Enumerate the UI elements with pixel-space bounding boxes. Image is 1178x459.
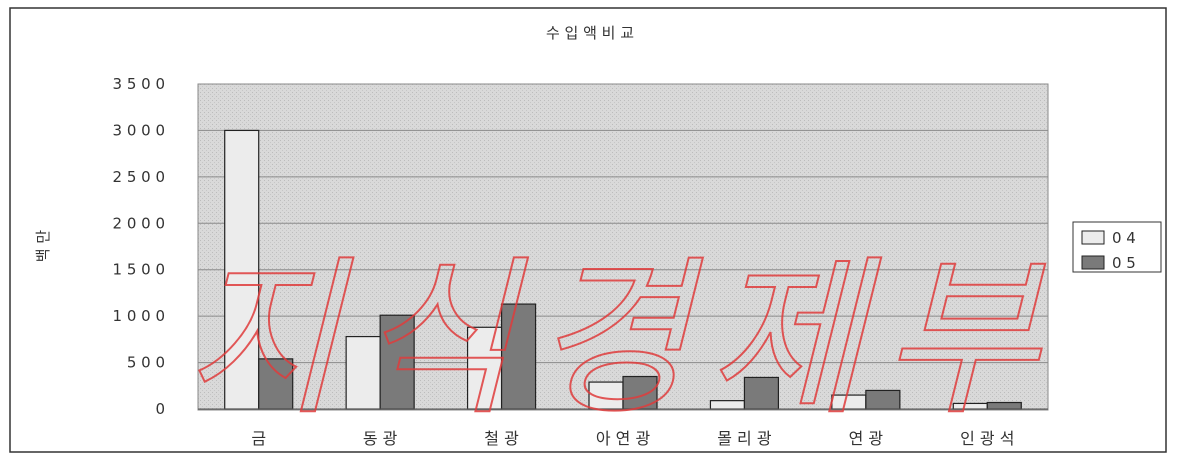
bar-series-05 [622, 375, 658, 410]
x-tick-label: 동 광 [363, 429, 398, 448]
x-tick-label: 연 광 [849, 429, 884, 448]
bar-series-04 [224, 129, 260, 410]
y-axis-label: 백 만 [34, 230, 52, 263]
y-tick-label: 5 0 0 [127, 354, 165, 372]
bar-series-05 [258, 358, 294, 410]
y-tick-label: 1 5 0 0 [113, 261, 165, 279]
bars [224, 129, 1022, 410]
y-axis-ticks: 0 5 0 0 1 0 0 0 1 5 0 0 2 0 0 0 2 5 0 0 3 0 0 … [113, 75, 165, 418]
x-tick-label: 철 광 [484, 429, 519, 448]
x-tick-label: 금 [251, 429, 266, 448]
bar-series-04 [466, 326, 503, 410]
legend-swatch [1081, 230, 1105, 245]
x-tick-label: 몰 리 광 [717, 429, 772, 448]
y-tick-label: 2 0 0 0 [113, 214, 165, 232]
bar-series-05 [500, 303, 537, 410]
x-tick-label: 아 연 광 [596, 429, 651, 448]
y-tick-label: 3 0 0 0 [113, 121, 165, 139]
y-tick-label: 0 [155, 400, 165, 418]
x-tick-label: 인 광 석 [960, 429, 1014, 448]
y-tick-label: 1 0 0 0 [113, 307, 165, 325]
legend-label: 0 5 [1112, 254, 1136, 272]
legend-swatch [1081, 255, 1105, 270]
legend: 0 40 5 [1072, 221, 1162, 273]
legend-label: 0 4 [1112, 229, 1136, 247]
watermark: 지식경제부 [184, 241, 1056, 439]
y-tick-label: 2 5 0 0 [113, 168, 165, 186]
bar-series-04 [588, 381, 624, 410]
gridlines [198, 83, 1048, 364]
chart-title: 수 입 액 비 교 [546, 24, 634, 42]
bar-series-04 [345, 335, 381, 410]
y-tick-label: 3 5 0 0 [113, 75, 165, 93]
plot-area [197, 83, 1049, 411]
